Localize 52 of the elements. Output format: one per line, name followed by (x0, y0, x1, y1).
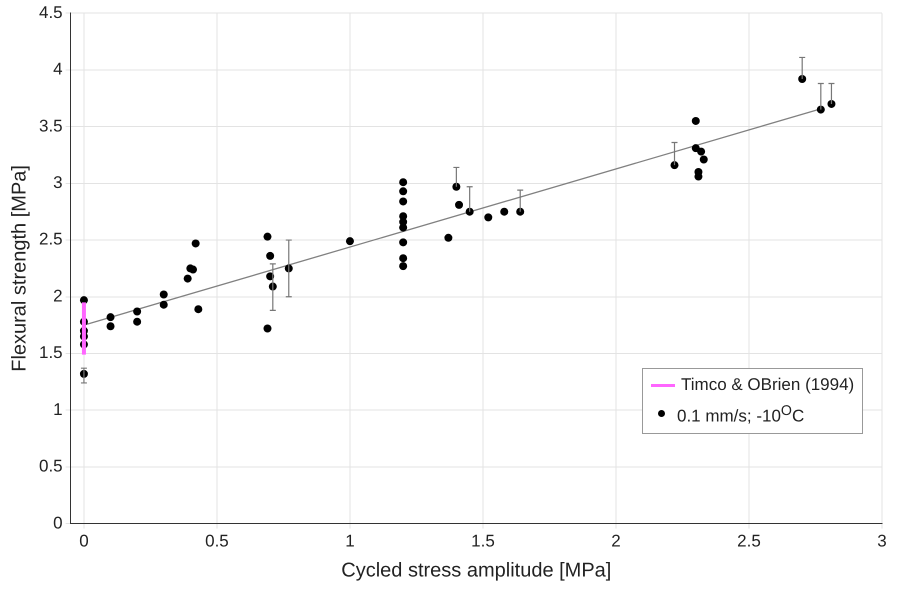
point (266, 252, 274, 260)
point (346, 237, 354, 246)
y-tick-label: 3.5 (38, 116, 63, 136)
x-axis-title: Cycled stress amplitude [MPa] (341, 560, 612, 582)
y-tick-label: 0.5 (38, 456, 63, 476)
legend-label: Timco & OBrien (1994) (681, 374, 854, 396)
y-tick-label: 4 (53, 60, 63, 79)
point (692, 116, 700, 125)
point (106, 322, 115, 330)
y-tick-label: 2 (53, 286, 63, 306)
y-axis-title: Flexural strength [MPa] (8, 165, 31, 372)
point (160, 290, 168, 298)
point (399, 262, 408, 270)
x-tick-label: 3 (877, 531, 887, 550)
point (670, 161, 679, 170)
x-tick-label: 1 (345, 531, 355, 550)
point (452, 182, 460, 191)
point (484, 213, 492, 222)
point (700, 156, 708, 164)
point (500, 208, 508, 216)
point (455, 200, 464, 209)
point (192, 239, 200, 248)
point (399, 187, 408, 196)
point (133, 308, 142, 316)
point (827, 100, 836, 108)
point (106, 313, 115, 322)
point (160, 300, 168, 309)
x-tick-label: 2.5 (737, 531, 761, 550)
y-tick-label: 2.5 (38, 230, 63, 249)
point (399, 178, 408, 186)
y-tick-label: 4.5 (38, 2, 63, 22)
x-tick-label: 0.5 (205, 531, 229, 550)
point (399, 197, 408, 206)
y-tick-label: 3 (53, 173, 63, 192)
point (444, 234, 452, 242)
y-tick-label: 0 (53, 513, 63, 532)
x-tick-label: 0 (79, 531, 89, 550)
point (189, 266, 198, 274)
point (399, 254, 408, 262)
y-tick-label: 1.5 (38, 343, 63, 362)
point (399, 224, 408, 232)
point (263, 324, 272, 333)
x-tick-label: 2 (611, 531, 621, 550)
point (263, 232, 272, 241)
y-tick-label: 1 (53, 400, 63, 419)
point (184, 274, 192, 283)
point (697, 148, 706, 156)
legend-label: 0.1 mm/s; -10$^{O}$C (677, 402, 804, 428)
point (133, 318, 142, 326)
point (194, 305, 202, 314)
point (399, 238, 408, 246)
x-tick-label: 1.5 (471, 531, 495, 550)
